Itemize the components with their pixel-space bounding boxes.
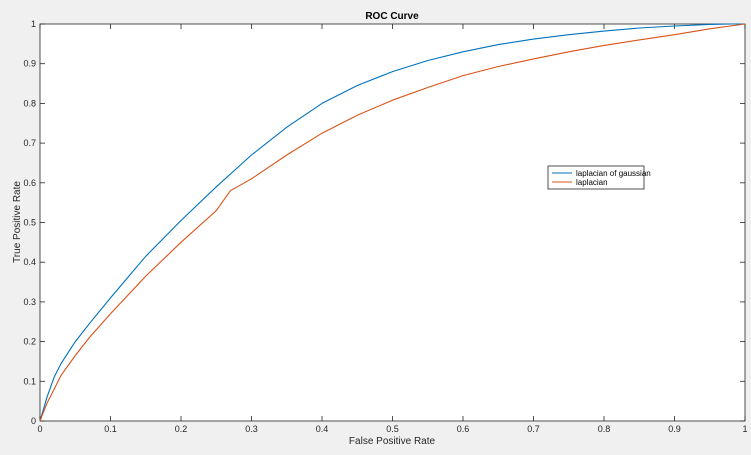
y-tick-label: 0.7: [23, 138, 36, 148]
x-tick-label: 0.4: [316, 424, 329, 434]
x-tick-label: 0.9: [668, 424, 681, 434]
y-axis-label: True Positive Rate: [12, 181, 23, 263]
series-layer: [39, 23, 746, 422]
legend-box: [547, 165, 645, 190]
chart-title: ROC Curve: [365, 11, 419, 22]
x-axis-label: False Positive Rate: [349, 436, 436, 447]
y-tick-label: 0.3: [23, 297, 36, 307]
legend-label-2: laplacian: [576, 178, 608, 187]
axes-group: 0 0.1 0.2 0.3 0.4 0.5 0.6 0.7 0.8 0.9 1 0 0.1 0.2 0.3 0…: [23, 19, 747, 434]
y-tick-label: 0.9: [23, 59, 36, 69]
x-tick-label: 0.3: [245, 424, 258, 434]
x-tick-label: 1: [742, 424, 747, 434]
series-line-2: [39, 23, 746, 422]
legend-label-1: laplacian of gaussian: [576, 169, 651, 178]
y-tick-label: 0.5: [23, 218, 36, 228]
x-tick-label: 0.8: [598, 424, 611, 434]
x-tick-label: 0: [37, 424, 42, 434]
y-tick-label: 0.2: [23, 337, 36, 347]
y-tick-label: 0.4: [23, 257, 36, 267]
y-tick-label: 0: [31, 416, 36, 426]
y-tick-label: 0.8: [23, 98, 36, 108]
series-line-1: [39, 23, 745, 422]
y-tick-label: 0.6: [23, 178, 36, 188]
x-tick-label: 0.6: [457, 424, 470, 434]
y-tick-label: 1: [31, 19, 36, 29]
x-tick-label: 0.7: [527, 424, 540, 434]
x-tick-label: 0.1: [104, 424, 117, 434]
plot-area: [40, 24, 745, 421]
x-tick-label: 0.2: [175, 424, 188, 434]
x-tick-label: 0.5: [386, 424, 399, 434]
y-tick-label: 0.1: [23, 376, 36, 386]
